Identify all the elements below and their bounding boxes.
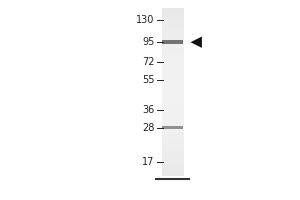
Text: 130: 130 (136, 15, 155, 25)
Bar (162, 126, 183, 129)
Text: 36: 36 (142, 105, 154, 115)
Text: 95: 95 (142, 37, 154, 47)
Bar (162, 40, 183, 44)
Text: 72: 72 (142, 57, 155, 67)
Text: 28: 28 (142, 123, 154, 133)
Polygon shape (190, 37, 202, 48)
Text: 55: 55 (142, 75, 155, 85)
Text: 17: 17 (142, 157, 154, 167)
